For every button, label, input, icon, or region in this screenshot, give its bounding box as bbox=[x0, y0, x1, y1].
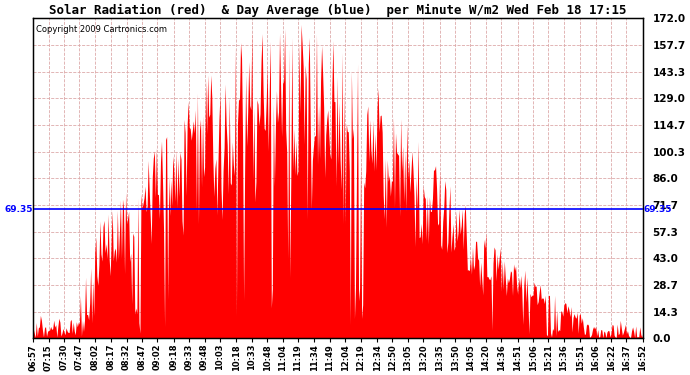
Text: 69.35: 69.35 bbox=[4, 205, 32, 214]
Text: Copyright 2009 Cartronics.com: Copyright 2009 Cartronics.com bbox=[37, 25, 167, 34]
Text: 69.35: 69.35 bbox=[644, 205, 672, 214]
Title: Solar Radiation (red)  & Day Average (blue)  per Minute W/m2 Wed Feb 18 17:15: Solar Radiation (red) & Day Average (blu… bbox=[49, 4, 627, 17]
